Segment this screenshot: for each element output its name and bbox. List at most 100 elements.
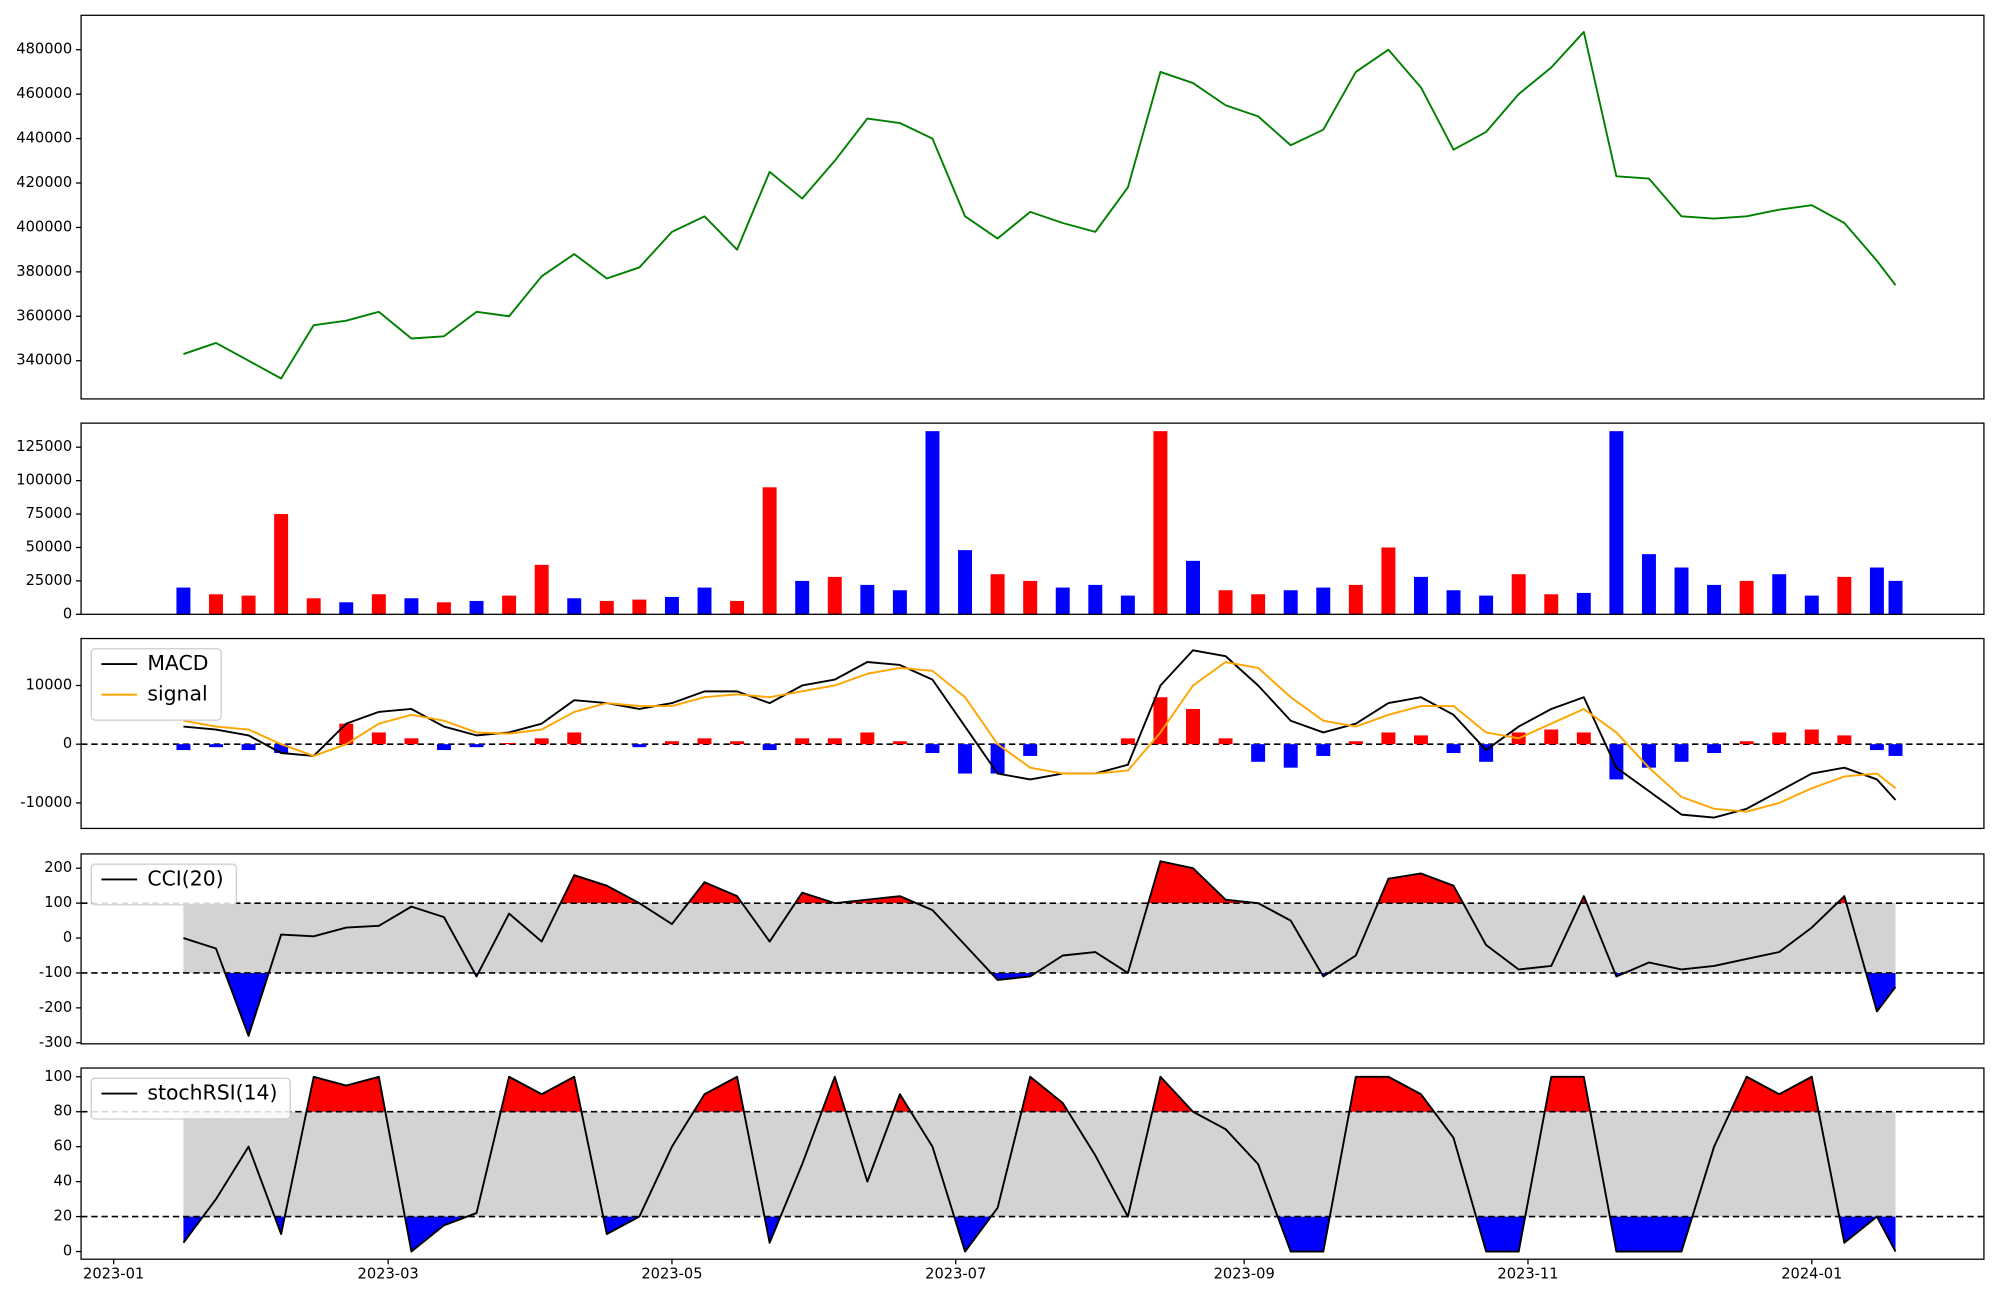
y-tick-label: 100000: [16, 472, 72, 489]
volume-bar: [1413, 576, 1428, 615]
histogram-bar: [1186, 708, 1200, 745]
histogram-bar: [1544, 729, 1559, 745]
volume-bar: [762, 487, 777, 615]
y-tick-label: 480000: [16, 41, 72, 58]
neutral-band: [183, 903, 1896, 973]
oversold-fill: [183, 972, 1896, 1036]
x-tick-label: 2023-05: [641, 1266, 702, 1283]
histogram-bar: [1348, 741, 1363, 745]
panel: 0 25000 50000 75000 100000 125000: [16, 422, 1985, 622]
y-tick-label: 40: [54, 1173, 73, 1190]
volume-bar: [1023, 580, 1038, 615]
volume-bar: [599, 600, 614, 615]
volume-bar: [274, 514, 289, 615]
series-line: [183, 649, 1897, 819]
histogram-bar: [1707, 744, 1722, 753]
volume-bar: [697, 587, 712, 615]
volume-bar: [404, 598, 419, 615]
series-line: [183, 661, 1897, 813]
x-tick-label: 2024-01: [1781, 1266, 1842, 1283]
volume-bar: [795, 580, 810, 615]
histogram-bar: [404, 738, 419, 745]
y-tick-label: 460000: [16, 85, 72, 102]
y-tick-label: 200: [44, 859, 72, 876]
volume-bar: [1576, 592, 1591, 615]
histogram-bar: [1674, 744, 1689, 762]
histogram-bar: [436, 744, 451, 751]
volume-bar: [1739, 580, 1754, 615]
series-line: [182, 1075, 1897, 1253]
histogram-bar: [632, 744, 647, 748]
histogram-bar: [762, 744, 777, 751]
legend: MACD signal: [90, 648, 222, 721]
histogram-bar: [827, 738, 842, 745]
volume-bar: [339, 602, 354, 615]
y-tick-label: 25000: [26, 572, 73, 589]
volume-bar: [1641, 554, 1656, 615]
volume-bar: [534, 564, 549, 615]
legend: stochRSI(14): [90, 1077, 291, 1120]
histogram-bar: [1316, 744, 1331, 756]
histogram-bar: [567, 732, 582, 745]
histogram-bar: [1837, 735, 1852, 745]
histogram-bar: [892, 741, 907, 745]
histogram-bar: [860, 732, 875, 745]
legend-label: stochRSI(14): [147, 1081, 277, 1105]
volume-bar: [1609, 431, 1624, 615]
histogram-bar: [339, 723, 354, 745]
volume-bar: [1511, 574, 1526, 615]
overbought-fill: [183, 1076, 1896, 1112]
histogram-bar: [274, 744, 289, 753]
histogram-bar: [1120, 738, 1135, 745]
histogram-bar: [1413, 735, 1428, 745]
x-tick-label: 2023-03: [358, 1266, 419, 1283]
legend-label: CCI(20): [147, 866, 223, 890]
volume-bar: [1446, 590, 1461, 615]
histogram-bar: [1772, 732, 1787, 745]
volume-bar: [1055, 587, 1070, 615]
volume-bar: [436, 602, 451, 615]
oversold-fill: [183, 1216, 1896, 1252]
histogram-bar: [1869, 744, 1884, 751]
axes-frame: [80, 637, 1985, 830]
panel: 340000 360000 380000 400000 420000 440000 4600…: [16, 14, 1985, 400]
histogram-bar: [1888, 744, 1903, 756]
y-tick-label: 50000: [26, 538, 73, 555]
axes-frame: [80, 1067, 1985, 1260]
legend-box: [90, 863, 238, 906]
volume-bar: [1218, 590, 1233, 615]
panel: -10000 0 10000 MACD signal: [20, 637, 1985, 830]
volume-bar: [1544, 594, 1559, 615]
volume-bar: [827, 576, 842, 615]
y-tick-label: -300: [39, 1034, 72, 1051]
volume-bar: [860, 584, 875, 615]
axes-frame: [80, 422, 1985, 615]
histogram-bar: [469, 744, 484, 748]
volume-bar: [730, 600, 745, 615]
y-tick-label: 0: [63, 929, 72, 946]
y-tick-label: 75000: [26, 505, 73, 522]
histogram-bar: [1153, 697, 1168, 745]
y-tick-label: 420000: [16, 174, 72, 191]
histogram-bar: [209, 744, 223, 748]
axes-frame: [80, 853, 1985, 1045]
volume-bar: [1869, 567, 1884, 615]
histogram-bar: [371, 732, 386, 745]
histogram-bar: [241, 744, 256, 751]
histogram-bar: [958, 744, 973, 774]
volume-bar: [1153, 431, 1168, 615]
volume-bar: [176, 587, 191, 615]
histogram-bar: [664, 741, 679, 745]
overbought-fill: [183, 861, 1896, 904]
histogram-bar: [730, 741, 745, 745]
volume-bar: [632, 599, 647, 615]
y-tick-label: -10000: [20, 794, 72, 811]
histogram-bar: [502, 743, 517, 745]
volume-bar: [925, 431, 940, 615]
volume-bar: [567, 598, 582, 615]
histogram-bar: [176, 744, 191, 751]
y-tick-label: 100: [44, 894, 72, 911]
neutral-band: [183, 1111, 1896, 1217]
histogram-bar: [795, 738, 810, 745]
